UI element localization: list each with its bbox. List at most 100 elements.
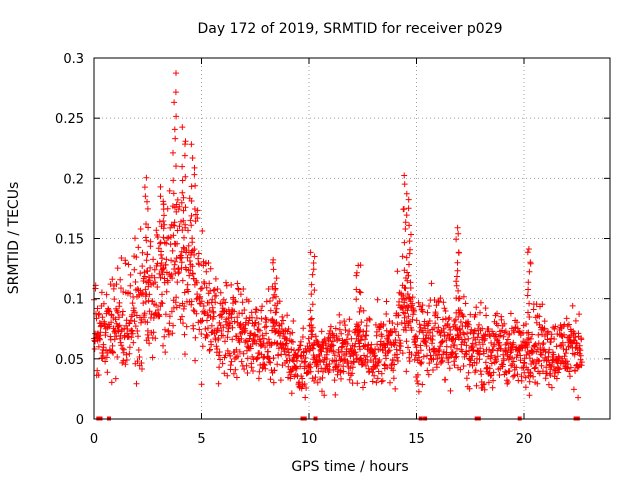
data-point: [404, 307, 411, 314]
data-point: [368, 341, 375, 348]
data-point: [219, 300, 226, 307]
data-point: [341, 318, 348, 325]
peak-point: [406, 238, 413, 245]
data-point: [330, 342, 337, 349]
data-point: [184, 281, 191, 288]
data-point: [406, 358, 413, 365]
data-point: [189, 263, 196, 270]
data-point: [340, 363, 347, 370]
data-point: [112, 316, 119, 323]
data-point: [267, 359, 274, 366]
peak-point: [525, 286, 532, 293]
data-point: [267, 376, 274, 383]
data-point: [146, 340, 153, 347]
data-point: [358, 319, 365, 326]
data-point: [288, 338, 295, 345]
data-point: [514, 325, 521, 332]
data-point: [237, 291, 244, 298]
data-point: [410, 308, 417, 315]
data-point: [224, 372, 231, 379]
data-point: [503, 340, 510, 346]
peak-point: [309, 271, 316, 278]
data-point: [572, 368, 579, 374]
peak-point: [191, 164, 198, 171]
data-point: [309, 331, 316, 338]
data-point: [578, 359, 585, 366]
data-point: [549, 357, 556, 364]
data-point: [173, 294, 180, 301]
data-point: [364, 359, 371, 365]
data-point: [162, 262, 169, 268]
data-point: [566, 368, 573, 375]
peak-point: [161, 221, 168, 228]
data-point: [522, 384, 529, 391]
peak-point: [404, 269, 411, 276]
data-point: [501, 329, 508, 336]
data-point: [561, 353, 568, 360]
data-point: [142, 286, 149, 293]
data-point: [186, 258, 193, 264]
peak-point: [142, 193, 149, 200]
peak-point: [307, 316, 314, 323]
data-point: [414, 335, 421, 342]
data-point: [436, 347, 443, 353]
data-point: [303, 385, 310, 391]
data-point: [253, 306, 260, 313]
data-point: [169, 275, 176, 282]
data-point: [504, 336, 511, 343]
data-point: [151, 266, 158, 273]
peak-point: [188, 212, 195, 219]
data-point: [395, 332, 402, 339]
data-point: [246, 317, 252, 324]
data-point: [262, 344, 269, 351]
data-point: [255, 321, 262, 327]
data-point: [530, 306, 537, 313]
data-point: [204, 317, 210, 324]
data-point: [536, 370, 543, 377]
data-point: [242, 327, 249, 334]
peak-point: [188, 141, 195, 148]
data-point: [127, 290, 134, 297]
data-point: [409, 300, 416, 307]
data-point: [104, 369, 111, 376]
data-point: [374, 362, 381, 369]
data-point: [389, 320, 396, 326]
data-point: [150, 329, 157, 336]
data-point: [186, 272, 193, 279]
data-point: [521, 360, 528, 367]
data-point: [498, 345, 504, 352]
data-point: [426, 318, 433, 324]
peak-point: [453, 278, 460, 285]
data-point: [510, 339, 517, 346]
data-point: [364, 353, 371, 360]
data-point: [296, 346, 302, 353]
data-point: [390, 367, 397, 374]
data-point: [411, 339, 418, 346]
data-point: [192, 334, 199, 341]
data-point: [372, 355, 379, 362]
peak-point: [160, 225, 167, 232]
peak-point: [526, 300, 533, 307]
y-tick-label: 0.15: [55, 233, 84, 248]
data-point: [416, 321, 423, 328]
data-point: [545, 381, 552, 388]
data-point: [289, 367, 295, 374]
data-point: [158, 299, 165, 306]
data-point: [460, 293, 467, 300]
data-point: [444, 320, 451, 327]
data-point: [307, 368, 314, 375]
data-point: [228, 281, 235, 288]
data-point: [133, 254, 140, 261]
peak-point: [180, 207, 187, 214]
data-point: [139, 366, 145, 372]
data-point: [419, 302, 426, 309]
data-point: [278, 320, 285, 327]
data-point: [126, 344, 133, 351]
data-point: [347, 365, 354, 372]
data-point: [465, 369, 472, 376]
peak-point: [353, 272, 360, 279]
peak-point: [144, 198, 150, 205]
peak-point: [525, 335, 532, 341]
data-point: [133, 380, 140, 387]
data-point: [332, 325, 339, 332]
